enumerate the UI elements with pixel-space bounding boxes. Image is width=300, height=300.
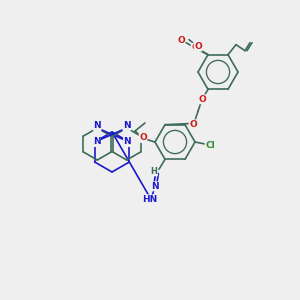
Text: O: O [139,134,147,142]
Text: N: N [124,137,131,146]
Text: O: O [194,42,202,51]
Text: N: N [94,122,101,130]
Text: Cl: Cl [205,140,215,149]
Text: O: O [191,43,199,52]
Text: H: H [151,167,158,176]
Text: O: O [177,36,185,45]
Text: N: N [123,122,130,130]
Text: O: O [198,95,206,104]
Text: N: N [93,137,100,146]
Text: HN: HN [142,195,158,204]
Text: O: O [189,120,197,129]
Text: N: N [151,182,159,191]
